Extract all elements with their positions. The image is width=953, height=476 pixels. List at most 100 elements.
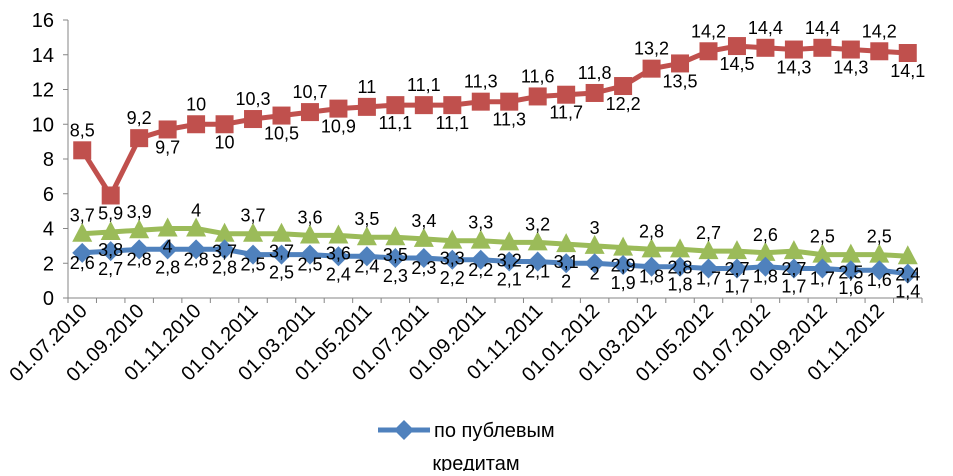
data-label: 2,5 (867, 227, 892, 247)
square-marker (898, 44, 917, 63)
data-label: 11,1 (435, 113, 469, 133)
square-marker (813, 38, 832, 57)
data-label: 2,1 (525, 262, 550, 282)
data-label: 2,8 (127, 249, 152, 269)
triangle-marker (584, 234, 605, 254)
square-marker (614, 77, 633, 96)
diamond-marker (812, 258, 833, 279)
diamond-marker (613, 254, 634, 275)
diamond-marker (442, 249, 463, 270)
triangle-marker (442, 229, 463, 249)
data-label: 2,4 (895, 264, 920, 284)
data-label: 2,9 (611, 256, 636, 276)
data-label: 1,4 (895, 282, 920, 302)
data-label: 9,2 (127, 108, 152, 128)
diamond-marker (755, 256, 776, 277)
y-tick-label: 2 (43, 253, 54, 275)
y-tick-label: 16 (32, 10, 54, 32)
triangle-marker (840, 243, 861, 263)
data-label: 14,2 (691, 21, 726, 41)
data-label: 3,6 (297, 207, 322, 227)
legend: по публевым кредитам (378, 420, 555, 475)
data-label: 2,2 (468, 260, 493, 280)
data-label: 11 (358, 77, 377, 97)
data-label: 2 (590, 263, 600, 283)
data-label: 14,2 (862, 21, 897, 41)
legend-label: по публевым (434, 420, 555, 442)
diamond-marker (840, 260, 861, 281)
data-label: 2,6 (753, 225, 778, 245)
square-marker (272, 106, 291, 125)
data-label: 3,7 (241, 206, 266, 226)
data-label: 10,7 (292, 82, 327, 102)
data-label: 2,4 (354, 256, 379, 276)
data-label: 2,5 (810, 227, 835, 247)
square-marker (386, 96, 405, 115)
diamond-marker (783, 258, 804, 279)
square-marker (414, 96, 433, 115)
data-label: 13,5 (663, 71, 698, 91)
data-label: 2,7 (696, 223, 721, 243)
data-label: 2,3 (383, 266, 408, 286)
triangle-marker (328, 224, 349, 244)
diamond-marker (641, 256, 662, 277)
data-label: 3,5 (354, 209, 379, 229)
diamond-marker (328, 246, 349, 267)
data-label: 8,5 (70, 120, 95, 140)
data-label: 2,2 (440, 268, 465, 288)
triangle-marker (413, 227, 434, 247)
data-label: 2,5 (269, 263, 294, 283)
triangle-marker (783, 240, 804, 260)
square-marker (784, 40, 803, 59)
triangle-marker (356, 226, 377, 246)
diamond-marker (394, 420, 414, 440)
diamond-marker (527, 251, 548, 272)
square-marker (101, 186, 120, 205)
data-label: 3,6 (326, 243, 351, 263)
square-marker (528, 87, 547, 106)
triangle-marker (897, 245, 918, 265)
data-label: 3,7 (269, 242, 294, 262)
data-label: 2,1 (497, 270, 522, 290)
data-label: 2,3 (411, 258, 436, 278)
square-marker (471, 92, 490, 111)
y-tick-label: 12 (32, 80, 54, 102)
square-marker (642, 59, 661, 78)
square-marker (357, 97, 376, 116)
square-marker (870, 42, 889, 61)
data-label: 1,7 (810, 268, 835, 288)
series-layer (72, 37, 918, 284)
diamond-marker (470, 249, 491, 270)
data-label: 3,3 (468, 213, 493, 233)
diamond-marker (584, 253, 605, 274)
data-label: 3,7 (212, 242, 237, 262)
data-label: 1,7 (724, 276, 749, 296)
diamond-marker (157, 239, 178, 260)
y-tick-label: 6 (43, 184, 54, 206)
diamond-marker (100, 241, 121, 262)
square-marker (187, 115, 206, 134)
diamond-marker (186, 239, 207, 260)
data-label: 1,7 (696, 268, 721, 288)
y-tick-label: 14 (32, 45, 54, 67)
square-marker (329, 99, 348, 118)
data-label: 4 (191, 201, 201, 221)
square-marker (557, 85, 576, 104)
data-label: 14,5 (719, 54, 754, 74)
square-marker (585, 83, 604, 102)
diamond-marker (129, 239, 150, 260)
triangle-marker (470, 229, 491, 249)
data-label: 10,5 (264, 124, 299, 144)
data-label: 2,8 (668, 257, 693, 277)
data-label: 14,4 (748, 18, 783, 38)
triangle-marker (812, 243, 833, 263)
triangle-marker (72, 222, 93, 242)
data-label: 9,7 (155, 137, 180, 157)
data-label: 2,8 (212, 257, 237, 277)
data-label: 4 (163, 237, 173, 257)
square-marker (756, 38, 775, 57)
diamond-marker (499, 251, 520, 272)
triangle-marker (243, 222, 264, 242)
data-label: 11,8 (578, 63, 612, 83)
